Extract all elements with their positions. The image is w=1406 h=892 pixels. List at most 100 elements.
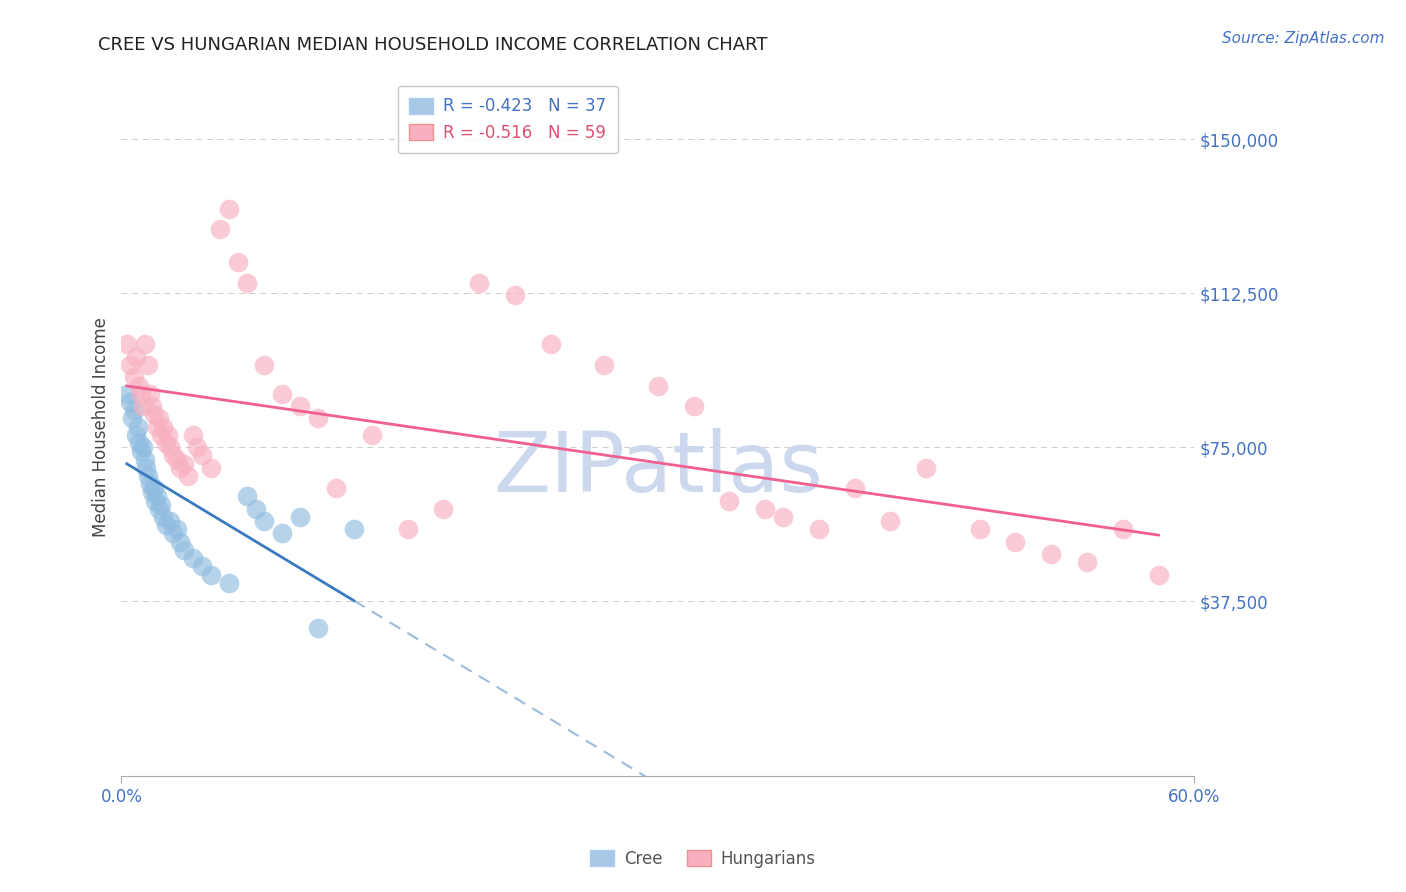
Point: [159, 440, 181, 454]
Point: [121, 411, 143, 425]
Point: [146, 419, 169, 434]
Point: [325, 481, 347, 495]
Point: [169, 534, 191, 549]
Point: [245, 501, 267, 516]
Point: [173, 542, 195, 557]
Point: [139, 477, 162, 491]
Point: [772, 510, 794, 524]
Point: [146, 490, 169, 504]
Point: [132, 440, 155, 454]
Legend: R = -0.423   N = 37, R = -0.516   N = 59: R = -0.423 N = 37, R = -0.516 N = 59: [398, 86, 617, 153]
Point: [125, 428, 148, 442]
Point: [142, 407, 165, 421]
Point: [290, 399, 312, 413]
Point: [155, 518, 177, 533]
Point: [218, 202, 240, 216]
Point: [136, 469, 159, 483]
Point: [128, 378, 150, 392]
Point: [647, 378, 669, 392]
Point: [115, 337, 138, 351]
Point: [754, 501, 776, 516]
Point: [1112, 522, 1135, 536]
Point: [166, 452, 188, 467]
Point: [148, 411, 170, 425]
Point: [218, 575, 240, 590]
Point: [186, 440, 208, 454]
Point: [162, 449, 184, 463]
Point: [181, 551, 204, 566]
Point: [135, 460, 157, 475]
Point: [134, 452, 156, 467]
Point: [307, 411, 329, 425]
Point: [152, 510, 174, 524]
Point: [396, 522, 419, 536]
Point: [879, 514, 901, 528]
Point: [129, 444, 152, 458]
Point: [115, 386, 138, 401]
Point: [141, 485, 163, 500]
Point: [156, 428, 179, 442]
Point: [148, 501, 170, 516]
Point: [208, 222, 231, 236]
Point: [173, 457, 195, 471]
Point: [1076, 555, 1098, 569]
Text: Source: ZipAtlas.com: Source: ZipAtlas.com: [1222, 31, 1385, 46]
Point: [915, 460, 938, 475]
Point: [682, 399, 704, 413]
Point: [1147, 567, 1170, 582]
Point: [1040, 547, 1063, 561]
Point: [128, 436, 150, 450]
Point: [125, 350, 148, 364]
Point: [200, 567, 222, 582]
Point: [149, 498, 172, 512]
Point: [176, 469, 198, 483]
Point: [235, 490, 257, 504]
Point: [155, 436, 177, 450]
Point: [969, 522, 991, 536]
Point: [152, 419, 174, 434]
Point: [120, 358, 142, 372]
Point: [134, 337, 156, 351]
Point: [540, 337, 562, 351]
Legend: Cree, Hungarians: Cree, Hungarians: [583, 844, 823, 875]
Point: [271, 526, 294, 541]
Point: [271, 386, 294, 401]
Point: [844, 481, 866, 495]
Point: [122, 403, 145, 417]
Point: [149, 428, 172, 442]
Point: [120, 395, 142, 409]
Text: CREE VS HUNGARIAN MEDIAN HOUSEHOLD INCOME CORRELATION CHART: CREE VS HUNGARIAN MEDIAN HOUSEHOLD INCOM…: [98, 36, 768, 54]
Point: [127, 419, 149, 434]
Point: [159, 514, 181, 528]
Point: [226, 255, 249, 269]
Point: [141, 399, 163, 413]
Point: [145, 493, 167, 508]
Point: [162, 526, 184, 541]
Point: [132, 399, 155, 413]
Point: [129, 386, 152, 401]
Point: [235, 276, 257, 290]
Point: [593, 358, 616, 372]
Point: [181, 428, 204, 442]
Point: [1004, 534, 1026, 549]
Point: [166, 522, 188, 536]
Point: [200, 460, 222, 475]
Point: [307, 621, 329, 635]
Point: [807, 522, 830, 536]
Text: ZIPatlas: ZIPatlas: [494, 428, 823, 509]
Point: [253, 358, 276, 372]
Point: [432, 501, 454, 516]
Point: [360, 428, 382, 442]
Point: [122, 370, 145, 384]
Point: [503, 288, 526, 302]
Point: [253, 514, 276, 528]
Point: [468, 276, 491, 290]
Point: [191, 559, 214, 574]
Point: [169, 460, 191, 475]
Point: [290, 510, 312, 524]
Point: [343, 522, 366, 536]
Point: [139, 386, 162, 401]
Point: [718, 493, 741, 508]
Point: [191, 449, 214, 463]
Point: [142, 481, 165, 495]
